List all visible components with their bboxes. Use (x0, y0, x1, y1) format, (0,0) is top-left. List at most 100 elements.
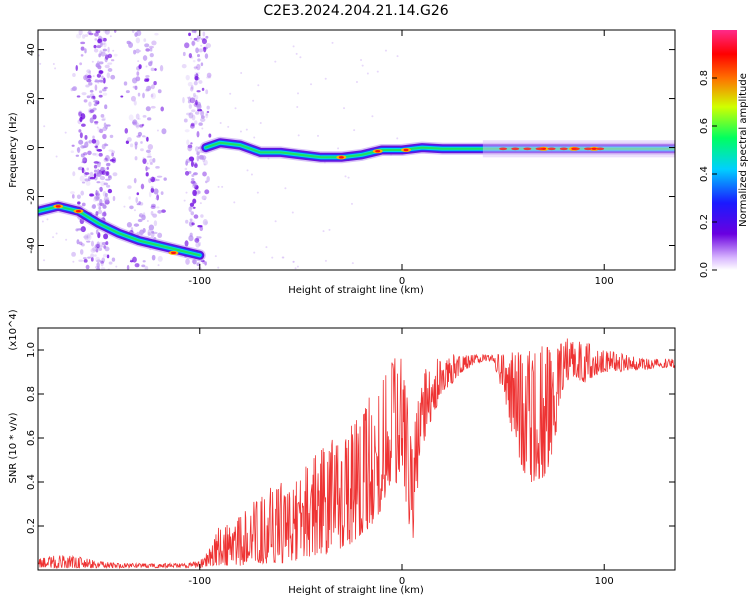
noise-mark (197, 225, 203, 228)
noise-mark (350, 202, 353, 205)
noise-mark (145, 165, 148, 172)
noise-mark (110, 59, 115, 62)
noise-mark (78, 259, 84, 262)
noise-mark (148, 191, 152, 198)
noise-mark (80, 113, 86, 120)
noise-mark (324, 77, 327, 80)
noise-mark (190, 205, 194, 210)
noise-mark (155, 166, 160, 169)
noise-mark (111, 157, 117, 164)
noise-mark (98, 187, 103, 190)
noise-mark (138, 201, 142, 205)
noise-mark (184, 167, 188, 171)
noise-mark (132, 85, 137, 89)
noise-mark (100, 267, 106, 270)
noise-mark (142, 260, 146, 263)
noise-mark (100, 180, 106, 187)
noise-mark (331, 41, 334, 44)
noise-mark (296, 265, 299, 268)
noise-mark (134, 263, 140, 268)
noise-mark (98, 128, 104, 134)
noise-mark (80, 46, 85, 51)
noise-mark (191, 259, 195, 264)
noise-mark (274, 60, 277, 63)
noise-mark (83, 258, 88, 263)
noise-mark (141, 123, 145, 127)
noise-mark (150, 176, 153, 179)
noise-mark (79, 62, 83, 66)
noise-mark (202, 219, 208, 226)
noise-mark (93, 173, 97, 179)
noise-mark (133, 49, 137, 55)
noise-mark (105, 154, 110, 162)
noise-mark (137, 131, 143, 137)
noise-mark (396, 137, 399, 140)
noise-mark (43, 259, 46, 262)
noise-mark (100, 113, 105, 118)
noise-mark (91, 60, 94, 63)
noise-mark (125, 90, 130, 94)
noise-mark (102, 190, 107, 197)
noise-mark (142, 55, 148, 61)
noise-mark (161, 128, 167, 135)
noise-mark (143, 38, 147, 42)
noise-mark (137, 117, 141, 120)
noise-mark (96, 45, 102, 49)
noise-mark (86, 78, 92, 83)
noise-mark (105, 124, 108, 130)
noise-mark (147, 152, 152, 157)
noise-mark (196, 63, 201, 71)
noise-mark (55, 155, 58, 158)
spectrogram-x-tick-label: 0 (399, 276, 405, 287)
noise-mark (295, 52, 298, 55)
colorbar-tick-label: 0.0 (699, 262, 710, 278)
ridge-hotspot (55, 205, 61, 208)
noise-mark (192, 59, 196, 63)
noise-mark (284, 187, 287, 190)
ridge-hotspot (584, 147, 593, 151)
noise-mark (83, 152, 88, 156)
noise-mark (77, 201, 81, 205)
noise-mark (205, 43, 212, 49)
noise-mark (201, 155, 207, 161)
noise-mark (85, 84, 90, 88)
noise-mark (189, 218, 193, 222)
noise-mark (90, 257, 94, 262)
ridge-hotspot (499, 147, 508, 151)
noise-mark (126, 137, 132, 143)
noise-mark (197, 58, 201, 62)
snr-y-tick-label: 0.4 (26, 474, 37, 490)
noise-mark (198, 122, 203, 126)
noise-mark (79, 227, 85, 232)
noise-mark (146, 78, 150, 82)
noise-mark (78, 129, 82, 133)
noise-mark (102, 203, 106, 207)
noise-mark (133, 177, 137, 184)
noise-mark (199, 202, 202, 205)
noise-mark (107, 46, 110, 53)
noise-mark (203, 198, 206, 201)
noise-mark (189, 97, 196, 104)
noise-mark (146, 167, 150, 170)
noise-mark (150, 92, 156, 100)
noise-mark (200, 117, 206, 122)
noise-mark (149, 53, 154, 58)
noise-mark (100, 51, 106, 57)
noise-mark (316, 134, 319, 137)
noise-mark (100, 41, 103, 47)
noise-mark (199, 226, 204, 232)
noise-mark (103, 30, 107, 33)
noise-mark (191, 177, 195, 181)
noise-mark (139, 49, 142, 52)
spectrogram-ticks: -100 0 100 -40 -20 0 20 40 (26, 30, 675, 287)
noise-mark (104, 246, 110, 252)
noise-mark (183, 199, 186, 202)
noise-mark (145, 149, 151, 154)
noise-mark (101, 143, 106, 150)
noise-mark (181, 64, 187, 69)
noise-mark (126, 222, 132, 228)
ridge-hotspot (591, 147, 597, 150)
noise-mark (206, 76, 212, 79)
noise-mark (93, 197, 98, 202)
spectrogram-y-tick-label: 0 (26, 144, 37, 150)
